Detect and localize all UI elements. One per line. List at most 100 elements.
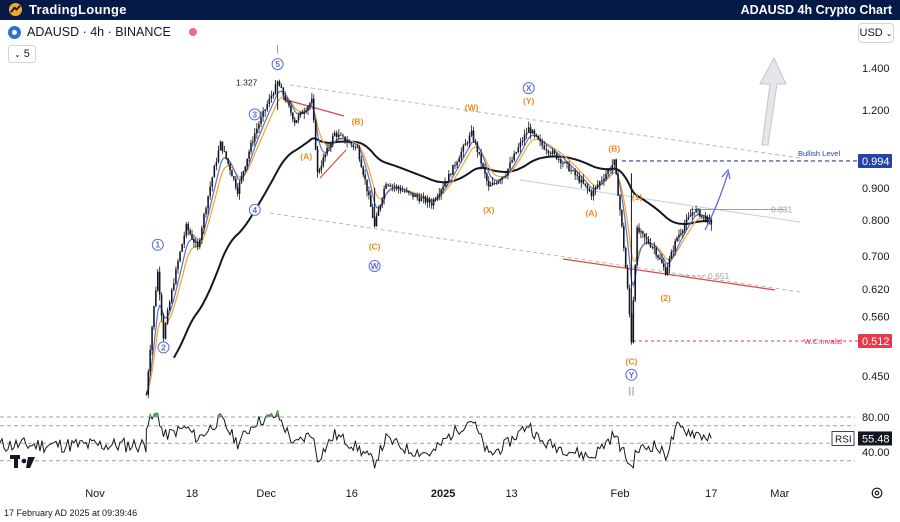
candle (244, 165, 247, 173)
candle (545, 144, 548, 155)
svg-text:4: 4 (252, 205, 257, 215)
candle (653, 241, 656, 255)
candle (399, 185, 402, 194)
rsi-tick-label: 80.00 (862, 412, 890, 424)
time-tick-label: Dec (256, 488, 276, 500)
candle (266, 100, 269, 112)
candle (156, 268, 159, 292)
symbol-bar[interactable]: ADAUSD · 4h · BINANCE (8, 25, 197, 39)
candle (683, 219, 686, 235)
candle (234, 176, 237, 191)
svg-text:RSI: RSI (835, 434, 852, 445)
candle (664, 263, 667, 276)
candle (676, 236, 678, 243)
candle (685, 213, 688, 231)
svg-text:Y: Y (629, 370, 635, 380)
candle (328, 143, 330, 152)
candle (476, 141, 479, 158)
candle (160, 292, 163, 322)
price-tick-label: 0.800 (862, 215, 890, 227)
candle (162, 313, 165, 342)
candle (236, 183, 239, 197)
svg-text:(2): (2) (660, 293, 671, 303)
candle (434, 196, 437, 203)
wave-label: 5 (271, 58, 284, 71)
candle (260, 111, 262, 128)
svg-text:(C): (C) (626, 356, 638, 366)
candle (484, 163, 486, 179)
brand-logo[interactable]: TradingLounge (8, 2, 127, 17)
rsi-value-tag: RSI 55.48 (831, 431, 892, 446)
candle (215, 157, 218, 171)
candle (185, 222, 188, 239)
candle (211, 176, 214, 192)
candle (452, 164, 454, 175)
candle (284, 91, 287, 103)
candle (233, 175, 235, 182)
candle (482, 162, 484, 170)
candle (418, 192, 421, 204)
candle (472, 126, 475, 143)
candle (501, 176, 503, 185)
logo-icon (8, 2, 23, 17)
candle (450, 172, 452, 177)
settings-gear-icon[interactable] (870, 486, 884, 500)
price-axis: 1.400 1.200 0.900 0.800 0.700 0.620 0.560 0.450 (862, 63, 890, 383)
candle (242, 170, 245, 182)
candle (493, 180, 496, 186)
price-tick-label: 1.200 (862, 105, 890, 117)
svg-text:(X): (X) (483, 205, 495, 215)
candle (268, 93, 271, 108)
candle (468, 132, 471, 148)
candle (354, 145, 357, 151)
svg-text:X: X (526, 83, 532, 93)
candle (647, 236, 650, 245)
candle (537, 135, 540, 140)
candle (366, 179, 368, 197)
price-tick-label: 0.900 (862, 183, 890, 195)
candle (661, 253, 663, 264)
svg-text:(B): (B) (608, 144, 620, 154)
channel-lines (269, 84, 801, 293)
candle (515, 151, 518, 155)
candle (580, 175, 583, 189)
svg-text:(A): (A) (300, 152, 312, 162)
candle (603, 173, 605, 186)
candle (250, 139, 252, 155)
candle (272, 91, 275, 99)
candle (624, 246, 627, 268)
svg-text:5: 5 (275, 59, 280, 69)
market-status-dot-icon (188, 28, 197, 36)
candle (198, 237, 201, 250)
candle (403, 188, 406, 194)
candle (311, 93, 313, 106)
chevron-down-icon: ⌄ (885, 28, 893, 38)
currency-selector[interactable]: USD ⌄ (858, 23, 894, 43)
candle (322, 153, 325, 168)
candle (209, 181, 211, 200)
candle (678, 229, 680, 242)
candle (278, 79, 281, 87)
candle (217, 145, 220, 164)
candle (687, 212, 690, 221)
candle (582, 174, 585, 185)
price-tick-label: 0.700 (862, 251, 890, 263)
candle (486, 171, 488, 186)
price-levels: Bullish Level W.C.Invalid (622, 149, 858, 346)
candle (391, 183, 394, 192)
candle (474, 138, 477, 146)
annotation-0651: 0.651 (708, 271, 730, 281)
candle (282, 86, 285, 100)
candle (570, 166, 572, 174)
candle (344, 136, 346, 144)
indicators-toggle-button[interactable]: ⌄ 5 (8, 45, 36, 63)
svg-text:I: I (276, 42, 279, 56)
candle (258, 120, 260, 133)
timestamp-footer: 17 February AD 2025 at 09:39:46 (4, 508, 138, 518)
candle (297, 112, 300, 124)
candle (238, 180, 241, 200)
time-tick-label: Mar (770, 488, 789, 500)
candle (333, 130, 336, 137)
candle (700, 215, 703, 219)
